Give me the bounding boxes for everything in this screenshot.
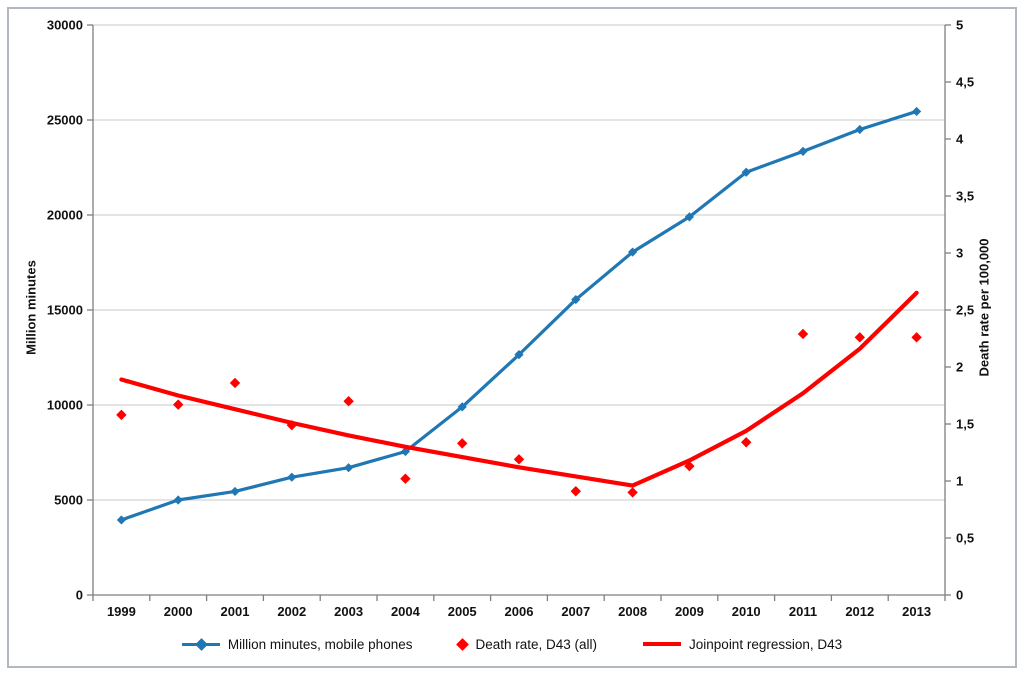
right-axis-tick-label: 1 <box>956 474 963 489</box>
x-axis-tick-label: 2000 <box>164 604 193 619</box>
series-death-rate <box>116 328 922 498</box>
legend-item-death-rate: Death rate, D43 (all) <box>456 636 598 652</box>
right-axis-title: Death rate per 100,000 <box>976 238 992 377</box>
blue-diamond-icon <box>195 637 208 651</box>
right-axis-tick-label: 0,5 <box>956 531 974 546</box>
gridlines <box>93 24 945 501</box>
right-axis-tick-label: 5 <box>956 18 963 33</box>
x-axis-tick-label: 1999 <box>107 604 136 619</box>
legend-label: Million minutes, mobile phones <box>227 636 413 652</box>
right-axis-tick-label: 1,5 <box>956 417 974 432</box>
left-axis-tick-label: 25000 <box>47 113 83 128</box>
x-axis-tick-label: 2004 <box>391 604 421 619</box>
blue-line-marker-icon <box>181 637 220 651</box>
x-axis-tick-label: 2012 <box>845 604 874 619</box>
right-axis-tick-label: 0 <box>956 588 963 603</box>
x-axis-tick-label: 2005 <box>448 604 477 619</box>
right-axis-tick-label: 4,5 <box>956 75 974 90</box>
legend: Million minutes, mobile phones Death rat… <box>0 631 1024 657</box>
left-axis-tick-label: 30000 <box>47 18 83 33</box>
left-axis-tick-label: 0 <box>76 588 83 603</box>
series-million-minutes <box>116 106 922 525</box>
right-axis-tick-label: 2,5 <box>956 303 974 318</box>
right-axis-tick-label: 2 <box>956 360 963 375</box>
x-axis-tick-label: 2007 <box>561 604 590 619</box>
left-axis-title: Million minutes <box>23 260 39 355</box>
x-axis-tick-label: 2008 <box>618 604 647 619</box>
x-axis-tick-label: 2002 <box>277 604 306 619</box>
red-line-icon <box>643 642 682 646</box>
axes: 0 5000 10000 15000 20000 25000 30000 0 0,5 1 1,5 2 2… <box>47 18 974 620</box>
legend-item-joinpoint: Joinpoint regression, D43 <box>643 637 842 652</box>
legend-label: Joinpoint regression, D43 <box>689 636 843 652</box>
right-axis-tick-label: 3 <box>956 246 963 261</box>
x-axis-tick-label: 2009 <box>675 604 704 619</box>
x-axis-tick-label: 2011 <box>789 604 817 619</box>
x-axis-tick-label: 2010 <box>732 604 761 619</box>
left-axis-tick-label: 5000 <box>54 493 83 508</box>
left-axis-tick-label: 15000 <box>47 303 83 318</box>
right-axis-tick-label: 4 <box>956 132 964 147</box>
x-axis-tick-label: 2001 <box>221 604 250 619</box>
legend-label: Death rate, D43 (all) <box>475 636 598 652</box>
legend-item-million-minutes: Million minutes, mobile phones <box>181 636 413 652</box>
x-axis-tick-label: 2013 <box>902 604 931 619</box>
x-axis-tick-label: 2006 <box>505 604 534 619</box>
left-axis-tick-label: 20000 <box>47 208 83 223</box>
x-axis-tick-label: 2003 <box>334 604 363 619</box>
right-axis-tick-label: 3,5 <box>956 189 974 204</box>
red-diamond-icon <box>456 637 470 651</box>
series-joinpoint-regression <box>119 290 919 488</box>
left-axis-tick-label: 10000 <box>47 398 83 413</box>
